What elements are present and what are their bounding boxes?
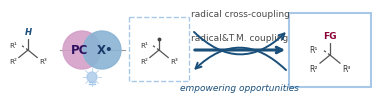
Text: R¹: R¹ [310, 46, 318, 55]
Text: R¹: R¹ [140, 43, 148, 49]
Text: H: H [25, 28, 31, 37]
Text: R²: R² [310, 65, 318, 74]
Text: R¹: R¹ [9, 43, 17, 49]
Text: R³: R³ [342, 65, 350, 74]
Text: R³: R³ [39, 59, 47, 65]
Text: PC: PC [71, 44, 89, 56]
Text: R²: R² [9, 59, 17, 65]
Text: X•: X• [97, 44, 113, 56]
Circle shape [83, 31, 121, 69]
Text: R²: R² [140, 59, 148, 65]
Text: empowering opportunities: empowering opportunities [181, 84, 299, 93]
Text: R³: R³ [170, 59, 178, 65]
Circle shape [87, 72, 97, 82]
Circle shape [63, 31, 101, 69]
Text: radical cross-coupling: radical cross-coupling [191, 10, 290, 19]
Text: FG: FG [323, 32, 337, 41]
Text: radical&T.M. coupling: radical&T.M. coupling [191, 34, 289, 43]
